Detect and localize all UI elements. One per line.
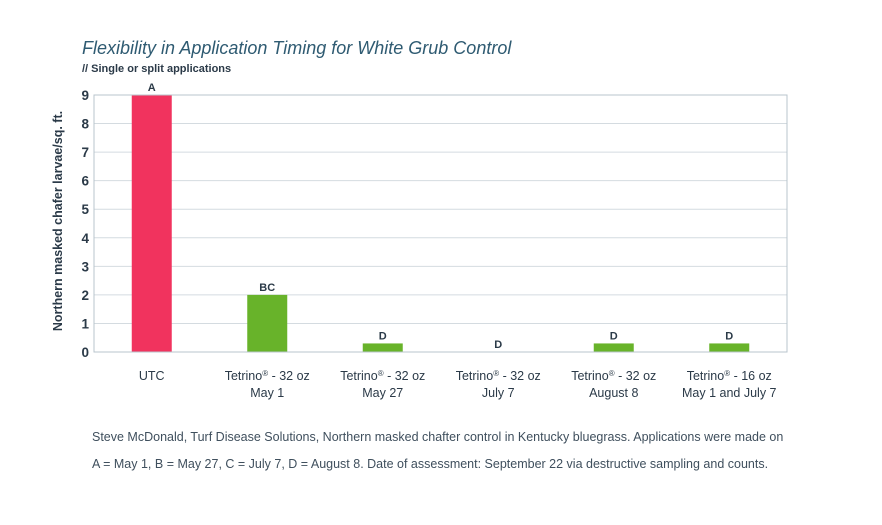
x-tick-label-line: July 7 [482,386,515,400]
chart-subtitle: // Single or split applications [82,63,232,75]
data-labels: A BC D D D D [148,82,734,351]
x-tick-label-line: August 8 [589,386,638,400]
x-tick-label-line: UTC [139,369,165,383]
bar [131,95,172,352]
data-label: D [494,339,502,351]
y-tick-label: 3 [81,259,89,274]
registered-mark: ® [493,369,499,378]
x-tick-label-line: May 1 and July 7 [682,386,777,400]
bar [362,343,403,352]
x-tick-label-rest: - 32 oz [615,369,657,383]
x-tick-label-line: May 27 [362,386,403,400]
bars [131,95,750,352]
bar [247,294,288,352]
bar [593,343,634,352]
x-tick-label: Tetrino® - 32 oz July 7 [456,369,541,401]
bar [709,343,750,352]
data-label: D [379,330,387,342]
y-tick-label: 1 [81,316,89,331]
registered-mark: ® [609,369,615,378]
registered-mark: ® [262,369,268,378]
x-tick-label-line: Tetrino® - 32 oz [225,369,310,384]
registered-mark: ® [724,369,730,378]
data-label: BC [259,282,275,294]
plot-frame [93,94,788,353]
data-label: D [610,330,618,342]
x-tick-label: Tetrino® - 32 oz May 27 [340,369,425,401]
y-tick-label: 0 [81,345,89,360]
y-tick-label: 7 [81,145,89,160]
x-tick-label: Tetrino® - 32 oz August 8 [571,369,656,401]
data-label: D [725,330,733,342]
y-tick-label: 5 [81,202,89,217]
x-tick-label: Tetrino® - 32 oz May 1 [225,369,310,401]
y-tick-label: 2 [81,288,89,303]
data-label: A [148,82,156,94]
x-tick-label: Tetrino® - 16 oz May 1 and July 7 [682,369,777,401]
bar-chart: 0 1 2 3 4 5 6 7 8 9 A BC D D D D UTC Tetrino® - 32 oz Ma… [81,82,788,401]
footnote-line-1: Steve McDonald, Turf Disease Solutions, … [92,430,784,444]
y-tick-label: 8 [81,117,89,132]
gridlines [94,123,787,324]
x-tick-label-rest: - 32 oz [384,369,426,383]
x-tick-label-line: Tetrino® - 32 oz [340,369,425,384]
x-tick-label-rest: - 32 oz [499,369,541,383]
x-tick-label-line: Tetrino® - 16 oz [687,369,772,384]
y-tick-label: 9 [81,88,89,103]
chart-title: Flexibility in Application Timing for Wh… [82,38,512,58]
y-tick-label: 4 [81,231,89,246]
x-tick-label-rest: - 32 oz [268,369,310,383]
x-tick-label-rest: - 16 oz [730,369,772,383]
x-tick-label-line: May 1 [250,386,284,400]
x-tick-label: UTC [139,369,165,383]
footnote-line-2: A = May 1, B = May 27, C = July 7, D = A… [92,457,769,471]
x-tick-label-line: Tetrino® - 32 oz [571,369,656,384]
y-axis-ticks: 0 1 2 3 4 5 6 7 8 9 [81,88,89,360]
y-tick-label: 6 [81,174,89,189]
registered-mark: ® [378,369,384,378]
x-tick-label-line: Tetrino® - 32 oz [456,369,541,384]
